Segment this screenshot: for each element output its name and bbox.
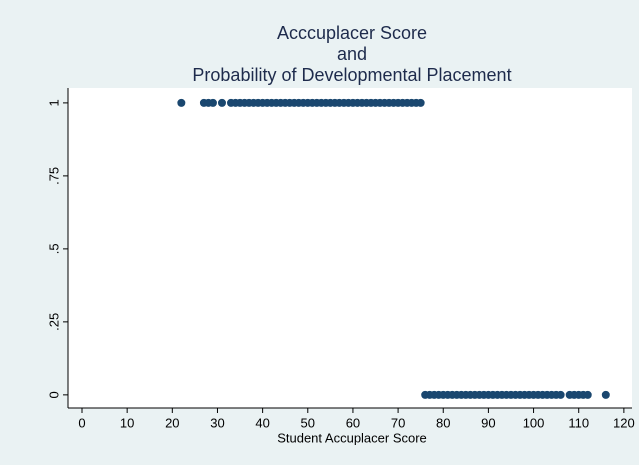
plot-area xyxy=(68,88,632,408)
x-tick-label: 80 xyxy=(436,415,450,430)
point xyxy=(583,390,592,399)
x-tick-label: 110 xyxy=(568,415,589,430)
chart-title: Acccuplacer Score xyxy=(277,23,427,43)
x-tick-label: 20 xyxy=(165,415,179,430)
point xyxy=(556,390,565,399)
x-tick-label: 10 xyxy=(120,415,134,430)
chart-title: Probability of Developmental Placement xyxy=(192,65,511,85)
y-tick-label: 0 xyxy=(46,391,61,398)
x-tick-label: 30 xyxy=(210,415,224,430)
y-tick-label: .25 xyxy=(46,313,61,331)
x-tick-label: 40 xyxy=(255,415,269,430)
chart-title: and xyxy=(337,44,367,64)
x-tick-label: 50 xyxy=(301,415,315,430)
point xyxy=(208,98,217,107)
x-axis-label: Student Accuplacer Score xyxy=(277,430,427,445)
x-tick-label: 60 xyxy=(346,415,360,430)
point xyxy=(416,98,425,107)
y-tick-label: .75 xyxy=(46,167,61,185)
x-tick-label: 70 xyxy=(391,415,405,430)
point xyxy=(601,390,610,399)
y-tick-label: 1 xyxy=(46,99,61,106)
x-tick-label: 90 xyxy=(481,415,495,430)
x-tick-label: 120 xyxy=(613,415,635,430)
point xyxy=(177,98,186,107)
y-tick-label: .5 xyxy=(46,243,61,254)
point xyxy=(217,98,226,107)
x-tick-label: 0 xyxy=(78,415,85,430)
x-tick-label: 100 xyxy=(523,415,545,430)
